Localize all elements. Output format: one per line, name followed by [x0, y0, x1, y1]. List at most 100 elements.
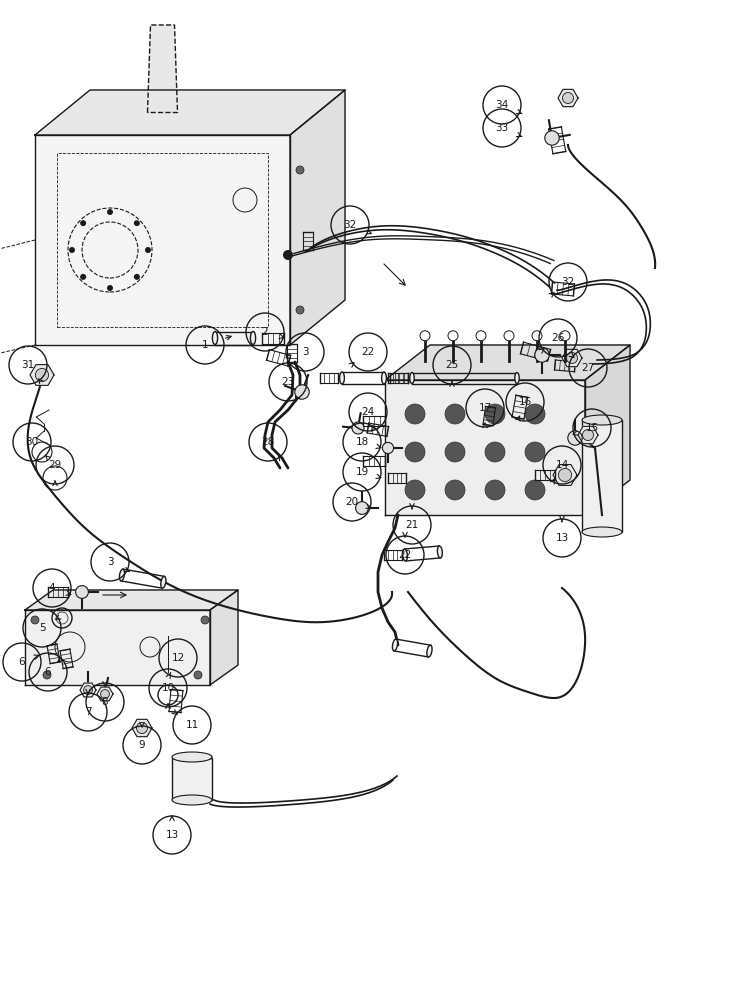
Text: 32: 32: [344, 220, 357, 230]
Circle shape: [485, 480, 505, 500]
Circle shape: [445, 404, 465, 424]
Circle shape: [545, 131, 559, 145]
Circle shape: [145, 247, 151, 253]
Circle shape: [405, 480, 425, 500]
Ellipse shape: [514, 372, 519, 383]
Text: 11: 11: [185, 720, 199, 730]
Text: 12: 12: [171, 653, 185, 663]
Circle shape: [560, 331, 570, 341]
Circle shape: [355, 502, 369, 514]
Text: 30: 30: [26, 437, 38, 447]
Circle shape: [107, 209, 113, 215]
Ellipse shape: [381, 372, 386, 384]
Polygon shape: [35, 90, 345, 135]
Circle shape: [35, 368, 49, 382]
Text: 29: 29: [49, 460, 62, 470]
Circle shape: [485, 404, 505, 424]
Circle shape: [504, 331, 514, 341]
Text: 19: 19: [355, 467, 369, 477]
Circle shape: [201, 616, 209, 624]
Bar: [582, 420, 622, 532]
Circle shape: [420, 331, 430, 341]
Text: 3: 3: [302, 347, 308, 357]
Polygon shape: [562, 349, 582, 367]
Polygon shape: [25, 590, 238, 610]
Text: 31: 31: [21, 360, 35, 370]
Circle shape: [101, 690, 110, 698]
Circle shape: [80, 274, 86, 280]
Polygon shape: [30, 365, 54, 385]
Circle shape: [535, 348, 549, 362]
Text: 6: 6: [18, 657, 25, 667]
Circle shape: [31, 616, 39, 624]
Polygon shape: [558, 89, 578, 107]
Polygon shape: [80, 683, 96, 697]
Circle shape: [476, 331, 486, 341]
Circle shape: [445, 442, 465, 462]
Text: 25: 25: [445, 360, 459, 370]
Circle shape: [107, 285, 113, 291]
Circle shape: [559, 468, 572, 482]
Ellipse shape: [339, 372, 344, 384]
Text: 8: 8: [102, 697, 108, 707]
Polygon shape: [147, 25, 177, 112]
Circle shape: [567, 431, 582, 445]
Circle shape: [194, 671, 202, 679]
Bar: [172, 758, 212, 800]
Text: 24: 24: [361, 407, 375, 417]
Text: 32: 32: [562, 277, 575, 287]
Circle shape: [76, 586, 88, 598]
Ellipse shape: [250, 332, 255, 344]
Text: 23: 23: [281, 377, 294, 387]
Polygon shape: [35, 135, 290, 345]
Circle shape: [525, 404, 545, 424]
Circle shape: [485, 442, 505, 462]
Polygon shape: [578, 426, 598, 444]
Text: 13: 13: [556, 533, 569, 543]
Text: 27: 27: [581, 363, 595, 373]
Circle shape: [137, 723, 147, 733]
Circle shape: [562, 93, 573, 104]
Circle shape: [296, 306, 304, 314]
Text: 2: 2: [262, 327, 269, 337]
Polygon shape: [585, 345, 630, 515]
Text: 22: 22: [361, 347, 375, 357]
Polygon shape: [210, 590, 238, 685]
Polygon shape: [385, 380, 585, 515]
Circle shape: [296, 166, 304, 174]
Ellipse shape: [160, 576, 166, 588]
Circle shape: [525, 442, 545, 462]
Circle shape: [84, 686, 93, 694]
Circle shape: [532, 331, 542, 341]
Text: 4: 4: [49, 583, 55, 593]
Circle shape: [405, 442, 425, 462]
Circle shape: [525, 480, 545, 500]
Ellipse shape: [582, 527, 622, 537]
Circle shape: [134, 220, 140, 226]
Ellipse shape: [582, 415, 622, 425]
Text: 17: 17: [478, 403, 492, 413]
Text: 15: 15: [585, 423, 598, 433]
Polygon shape: [385, 345, 630, 380]
Text: 26: 26: [551, 333, 565, 343]
Text: 34: 34: [495, 100, 509, 110]
Circle shape: [134, 274, 140, 280]
Circle shape: [582, 430, 593, 440]
Text: 28: 28: [261, 437, 275, 447]
Ellipse shape: [119, 569, 124, 581]
Polygon shape: [290, 90, 345, 345]
Ellipse shape: [213, 332, 218, 344]
Circle shape: [445, 480, 465, 500]
Circle shape: [567, 353, 578, 363]
Text: 22: 22: [398, 550, 411, 560]
Ellipse shape: [172, 795, 212, 805]
Circle shape: [136, 722, 147, 734]
Circle shape: [43, 671, 51, 679]
Circle shape: [69, 247, 75, 253]
Text: 3: 3: [107, 557, 113, 567]
Circle shape: [405, 404, 425, 424]
Circle shape: [448, 331, 458, 341]
Text: 20: 20: [345, 497, 358, 507]
Circle shape: [352, 422, 364, 434]
Text: 18: 18: [355, 437, 369, 447]
